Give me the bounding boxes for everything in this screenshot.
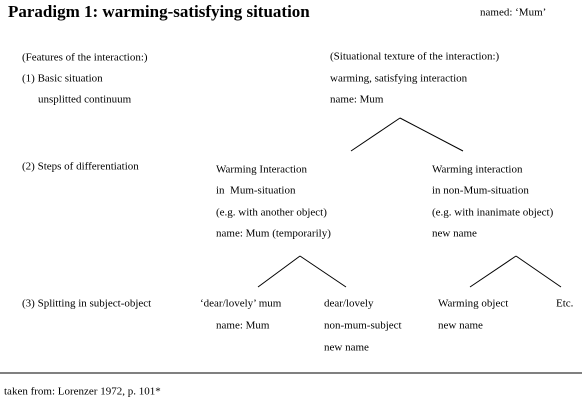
node-text: Warming object xyxy=(438,298,508,310)
node-text: non-mum-subject xyxy=(324,320,402,332)
footer: taken from: Lorenzer 1972, p. 101* xyxy=(4,386,161,398)
node-text: name: Mum xyxy=(330,94,384,106)
level-label: (2) Steps of differentiation xyxy=(22,161,139,173)
node-text: (Situational texture of the interaction:… xyxy=(330,51,500,63)
named-label: named: ‘Mum’ xyxy=(480,7,546,19)
node-text: dear/lovely xyxy=(324,298,374,310)
level-sub: unsplitted continuum xyxy=(38,94,132,106)
branch xyxy=(350,117,401,152)
branch xyxy=(469,255,517,288)
node-text: name: Mum (temporarily) xyxy=(216,228,331,240)
branch xyxy=(515,255,562,288)
node-text: new name xyxy=(324,342,369,354)
level-label: (3) Splitting in subject-object xyxy=(22,298,151,310)
node-text: Etc. xyxy=(556,298,574,310)
branch xyxy=(399,117,464,152)
node-text: warming, satisfying interaction xyxy=(330,73,468,85)
node-text: new name xyxy=(438,320,483,332)
title: Paradigm 1: warming-satisfying situation xyxy=(8,2,310,21)
node-text: in non-Mum-situation xyxy=(432,185,529,197)
node-text: new name xyxy=(432,228,477,240)
branch xyxy=(299,255,347,288)
node-text: Warming interaction xyxy=(432,164,523,176)
node-text: name: Mum xyxy=(216,320,270,332)
branch xyxy=(257,255,301,288)
node-text: in Mum-situation xyxy=(216,185,296,197)
node-text: (e.g. with inanimate object) xyxy=(432,207,554,219)
node-text: ‘dear/lovely’ mum xyxy=(200,298,282,310)
level-label: (1) Basic situation xyxy=(22,73,103,85)
node-text: (e.g. with another object) xyxy=(216,207,327,219)
node-text: Warming Interaction xyxy=(216,164,308,176)
level-label: (Features of the interaction:) xyxy=(22,52,148,64)
